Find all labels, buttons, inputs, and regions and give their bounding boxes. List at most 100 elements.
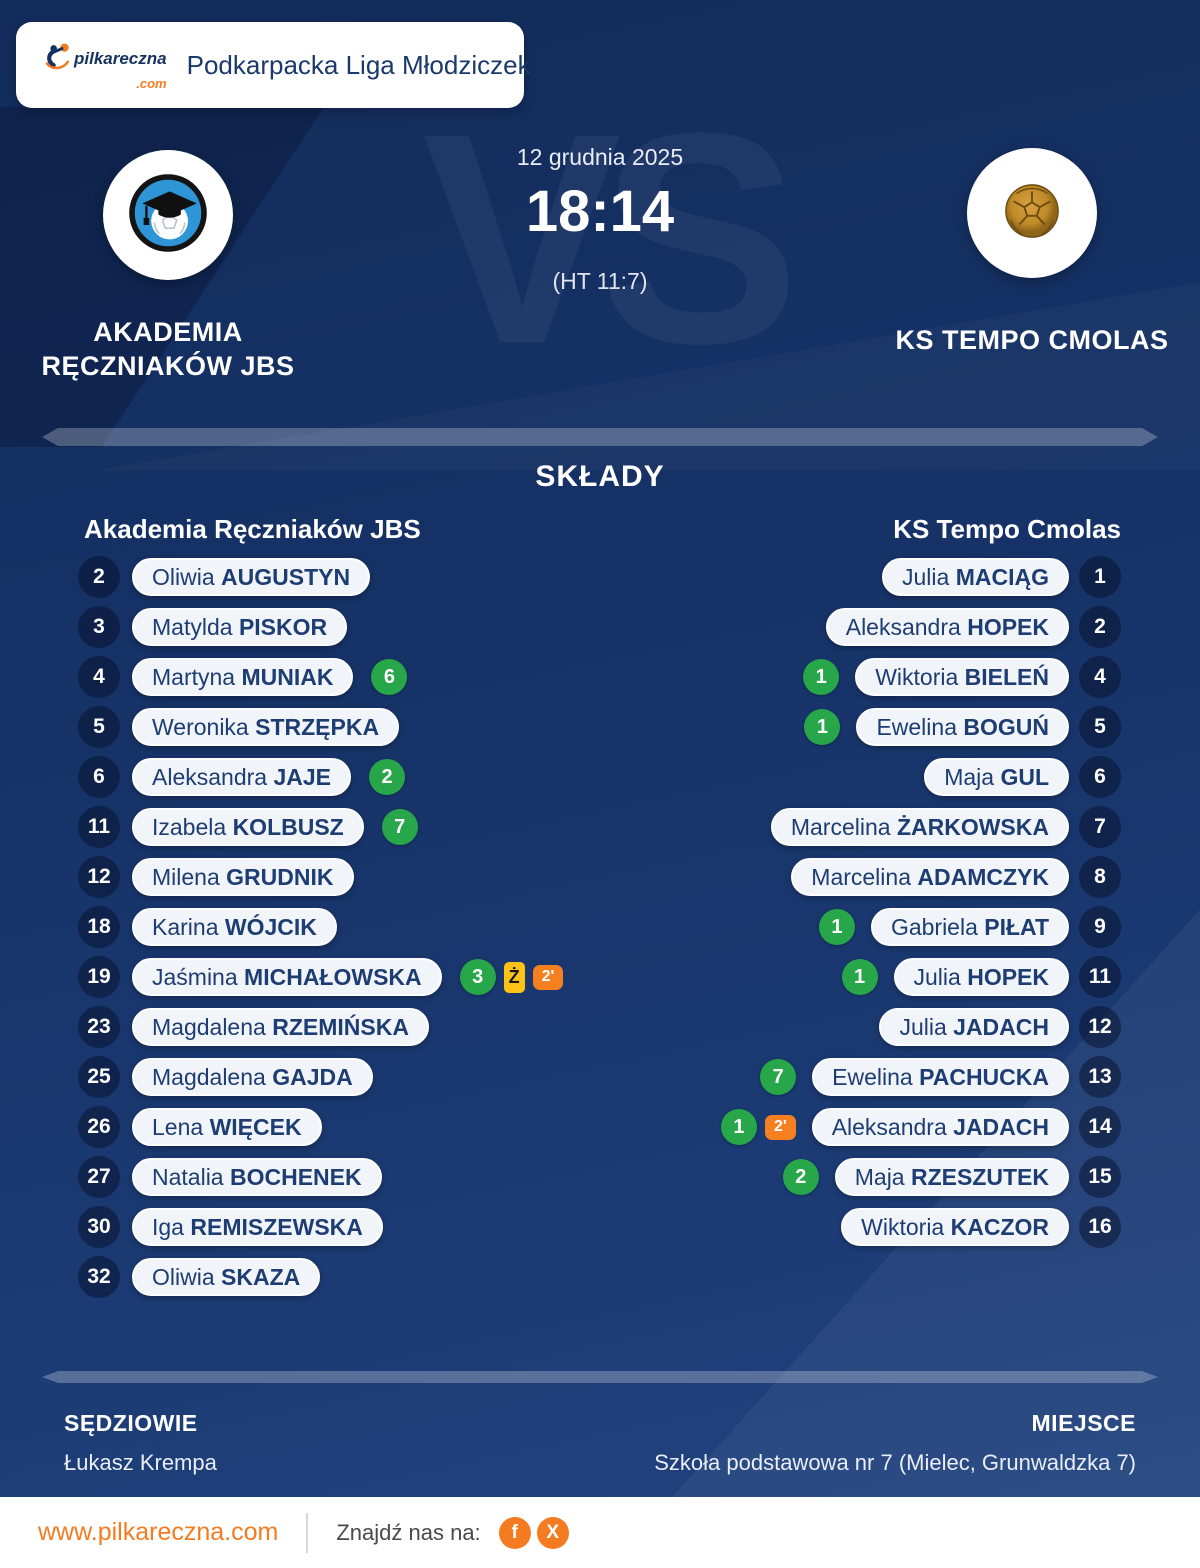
match-halftime-score: (HT 11:7) [552, 268, 648, 294]
divider-bottom [42, 1371, 1158, 1383]
bottom-bar: www.pilkareczna.com Znajdź nas na: f X [0, 1497, 1200, 1568]
site-url-link[interactable]: www.pilkareczna.com [38, 1518, 279, 1546]
goals-badge: 1 [818, 909, 855, 945]
player-last-name: ŻARKOWSKA [896, 814, 1049, 840]
player-badges: 7 [760, 1059, 797, 1095]
referees-label: SĘDZIOWIE [64, 1410, 198, 1436]
player-row: 1 Gabriela PIŁAT 9 [818, 902, 1121, 952]
player-number: 11 [78, 806, 120, 848]
player-first-name: Maja [944, 764, 1001, 790]
facebook-icon[interactable]: f [498, 1516, 531, 1549]
player-row: Wiktoria KACZOR 16 [841, 1202, 1121, 1252]
player-name-pill: Magdalena RZEMIŃSKA [132, 1008, 429, 1046]
find-us-label: Znajdź nas na: [336, 1519, 481, 1545]
player-first-name: Jaśmina [152, 964, 245, 990]
player-row: 5 Weronika STRZĘPKA [78, 702, 400, 752]
player-name-pill: Karina WÓJCIK [132, 908, 337, 946]
player-last-name: SKAZA [221, 1264, 301, 1290]
player-first-name: Aleksandra [152, 764, 274, 790]
player-number: 7 [1079, 806, 1121, 848]
player-last-name: BIELEŃ [964, 664, 1049, 690]
player-row: 1 Ewelina BOGUŃ 5 [804, 702, 1121, 752]
player-number: 2 [78, 556, 120, 598]
player-last-name: MUNIAK [241, 664, 334, 690]
player-badges: 7 [381, 809, 418, 845]
player-row: 32 Oliwia SKAZA [78, 1252, 321, 1302]
player-name-pill: Magdalena GAJDA [132, 1058, 373, 1096]
player-badges: 6 [371, 659, 408, 695]
player-name-pill: Marcelina ADAMCZYK [791, 858, 1069, 896]
player-last-name: HOPEK [967, 614, 1049, 640]
player-name-pill: Natalia BOCHENEK [132, 1158, 382, 1196]
player-row: 23 Magdalena RZEMIŃSKA [78, 1002, 429, 1052]
player-number: 5 [1079, 706, 1121, 748]
player-last-name: RZESZUTEK [911, 1164, 1049, 1190]
player-number: 9 [1079, 906, 1121, 948]
home-lineup-list: 2 Oliwia AUGUSTYN 3 Matylda PISKOR 4 Martyna … [78, 552, 564, 1302]
player-last-name: JADACH [953, 1114, 1049, 1140]
player-first-name: Natalia [152, 1164, 230, 1190]
player-badges: 1 [818, 909, 855, 945]
goals-badge: 2 [782, 1159, 819, 1195]
referees-value: Łukasz Krempa [64, 1450, 217, 1475]
away-team-logo [967, 148, 1097, 278]
player-name-pill: Aleksandra JAJE [132, 758, 352, 796]
home-team-logo [103, 150, 233, 280]
player-last-name: PIŁAT [984, 914, 1049, 940]
player-number: 27 [78, 1156, 120, 1198]
player-first-name: Wiktoria [875, 664, 965, 690]
player-number: 15 [1079, 1156, 1121, 1198]
player-first-name: Iga [152, 1214, 191, 1240]
home-lineup-header: Akademia Ręczniaków JBS [84, 514, 421, 544]
player-name-pill: Lena WIĘCEK [132, 1108, 322, 1146]
player-badges: 2 [782, 1159, 819, 1195]
player-first-name: Oliwia [152, 564, 222, 590]
site-logo-tld: .com [136, 76, 167, 91]
player-badges: 1 2' [720, 1109, 796, 1145]
player-row: 7 Ewelina PACHUCKA 13 [760, 1052, 1121, 1102]
player-name-pill: Maja GUL [924, 758, 1069, 796]
player-number: 32 [78, 1256, 120, 1298]
player-row: 1 2' Aleksandra JADACH 14 [720, 1102, 1121, 1152]
player-name-pill: Weronika STRZĘPKA [132, 708, 400, 746]
player-number: 19 [78, 956, 120, 998]
yellow-card-badge: Ż [503, 961, 525, 993]
player-row: 11 Izabela KOLBUSZ 7 [78, 802, 418, 852]
player-name-pill: Iga REMISZEWSKA [132, 1208, 383, 1246]
player-last-name: WIĘCEK [209, 1114, 302, 1140]
player-name-pill: Julia JADACH [879, 1008, 1069, 1046]
x-icon[interactable]: X [536, 1516, 569, 1549]
player-first-name: Oliwia [152, 1264, 222, 1290]
player-badges: 1 [803, 659, 840, 695]
player-number: 18 [78, 906, 120, 948]
site-logo-text: pilkareczna [74, 48, 167, 68]
player-row: Aleksandra HOPEK 2 [825, 602, 1121, 652]
goals-badge: 1 [841, 959, 878, 995]
player-name-pill: Jaśmina MICHAŁOWSKA [132, 958, 442, 996]
player-last-name: AUGUSTYN [221, 564, 351, 590]
player-name-pill: Matylda PISKOR [132, 608, 348, 646]
divider-top [42, 428, 1158, 446]
player-last-name: KACZOR [950, 1214, 1049, 1240]
site-logo: pilkareczna .com [42, 40, 167, 90]
player-last-name: MICHAŁOWSKA [244, 964, 422, 990]
player-number: 6 [78, 756, 120, 798]
player-row: 27 Natalia BOCHENEK [78, 1152, 382, 1202]
player-first-name: Ewelina [876, 714, 964, 740]
player-number: 23 [78, 1006, 120, 1048]
player-number: 25 [78, 1056, 120, 1098]
player-row: 3 Matylda PISKOR [78, 602, 348, 652]
player-first-name: Matylda [152, 614, 239, 640]
player-last-name: GRUDNIK [226, 864, 334, 890]
player-number: 30 [78, 1206, 120, 1248]
player-last-name: PISKOR [238, 614, 328, 640]
player-number: 16 [1079, 1206, 1121, 1248]
league-title: Podkarpacka Liga Młodziczek [186, 49, 531, 80]
goals-badge: 7 [760, 1059, 797, 1095]
player-name-pill: Milena GRUDNIK [132, 858, 354, 896]
player-number: 13 [1079, 1056, 1121, 1098]
player-name-pill: Ewelina PACHUCKA [812, 1058, 1069, 1096]
player-row: 6 Aleksandra JAJE 2 [78, 752, 406, 802]
header-card: pilkareczna .com Podkarpacka Liga Młodzi… [16, 22, 531, 108]
player-badges: 1 [804, 709, 841, 745]
